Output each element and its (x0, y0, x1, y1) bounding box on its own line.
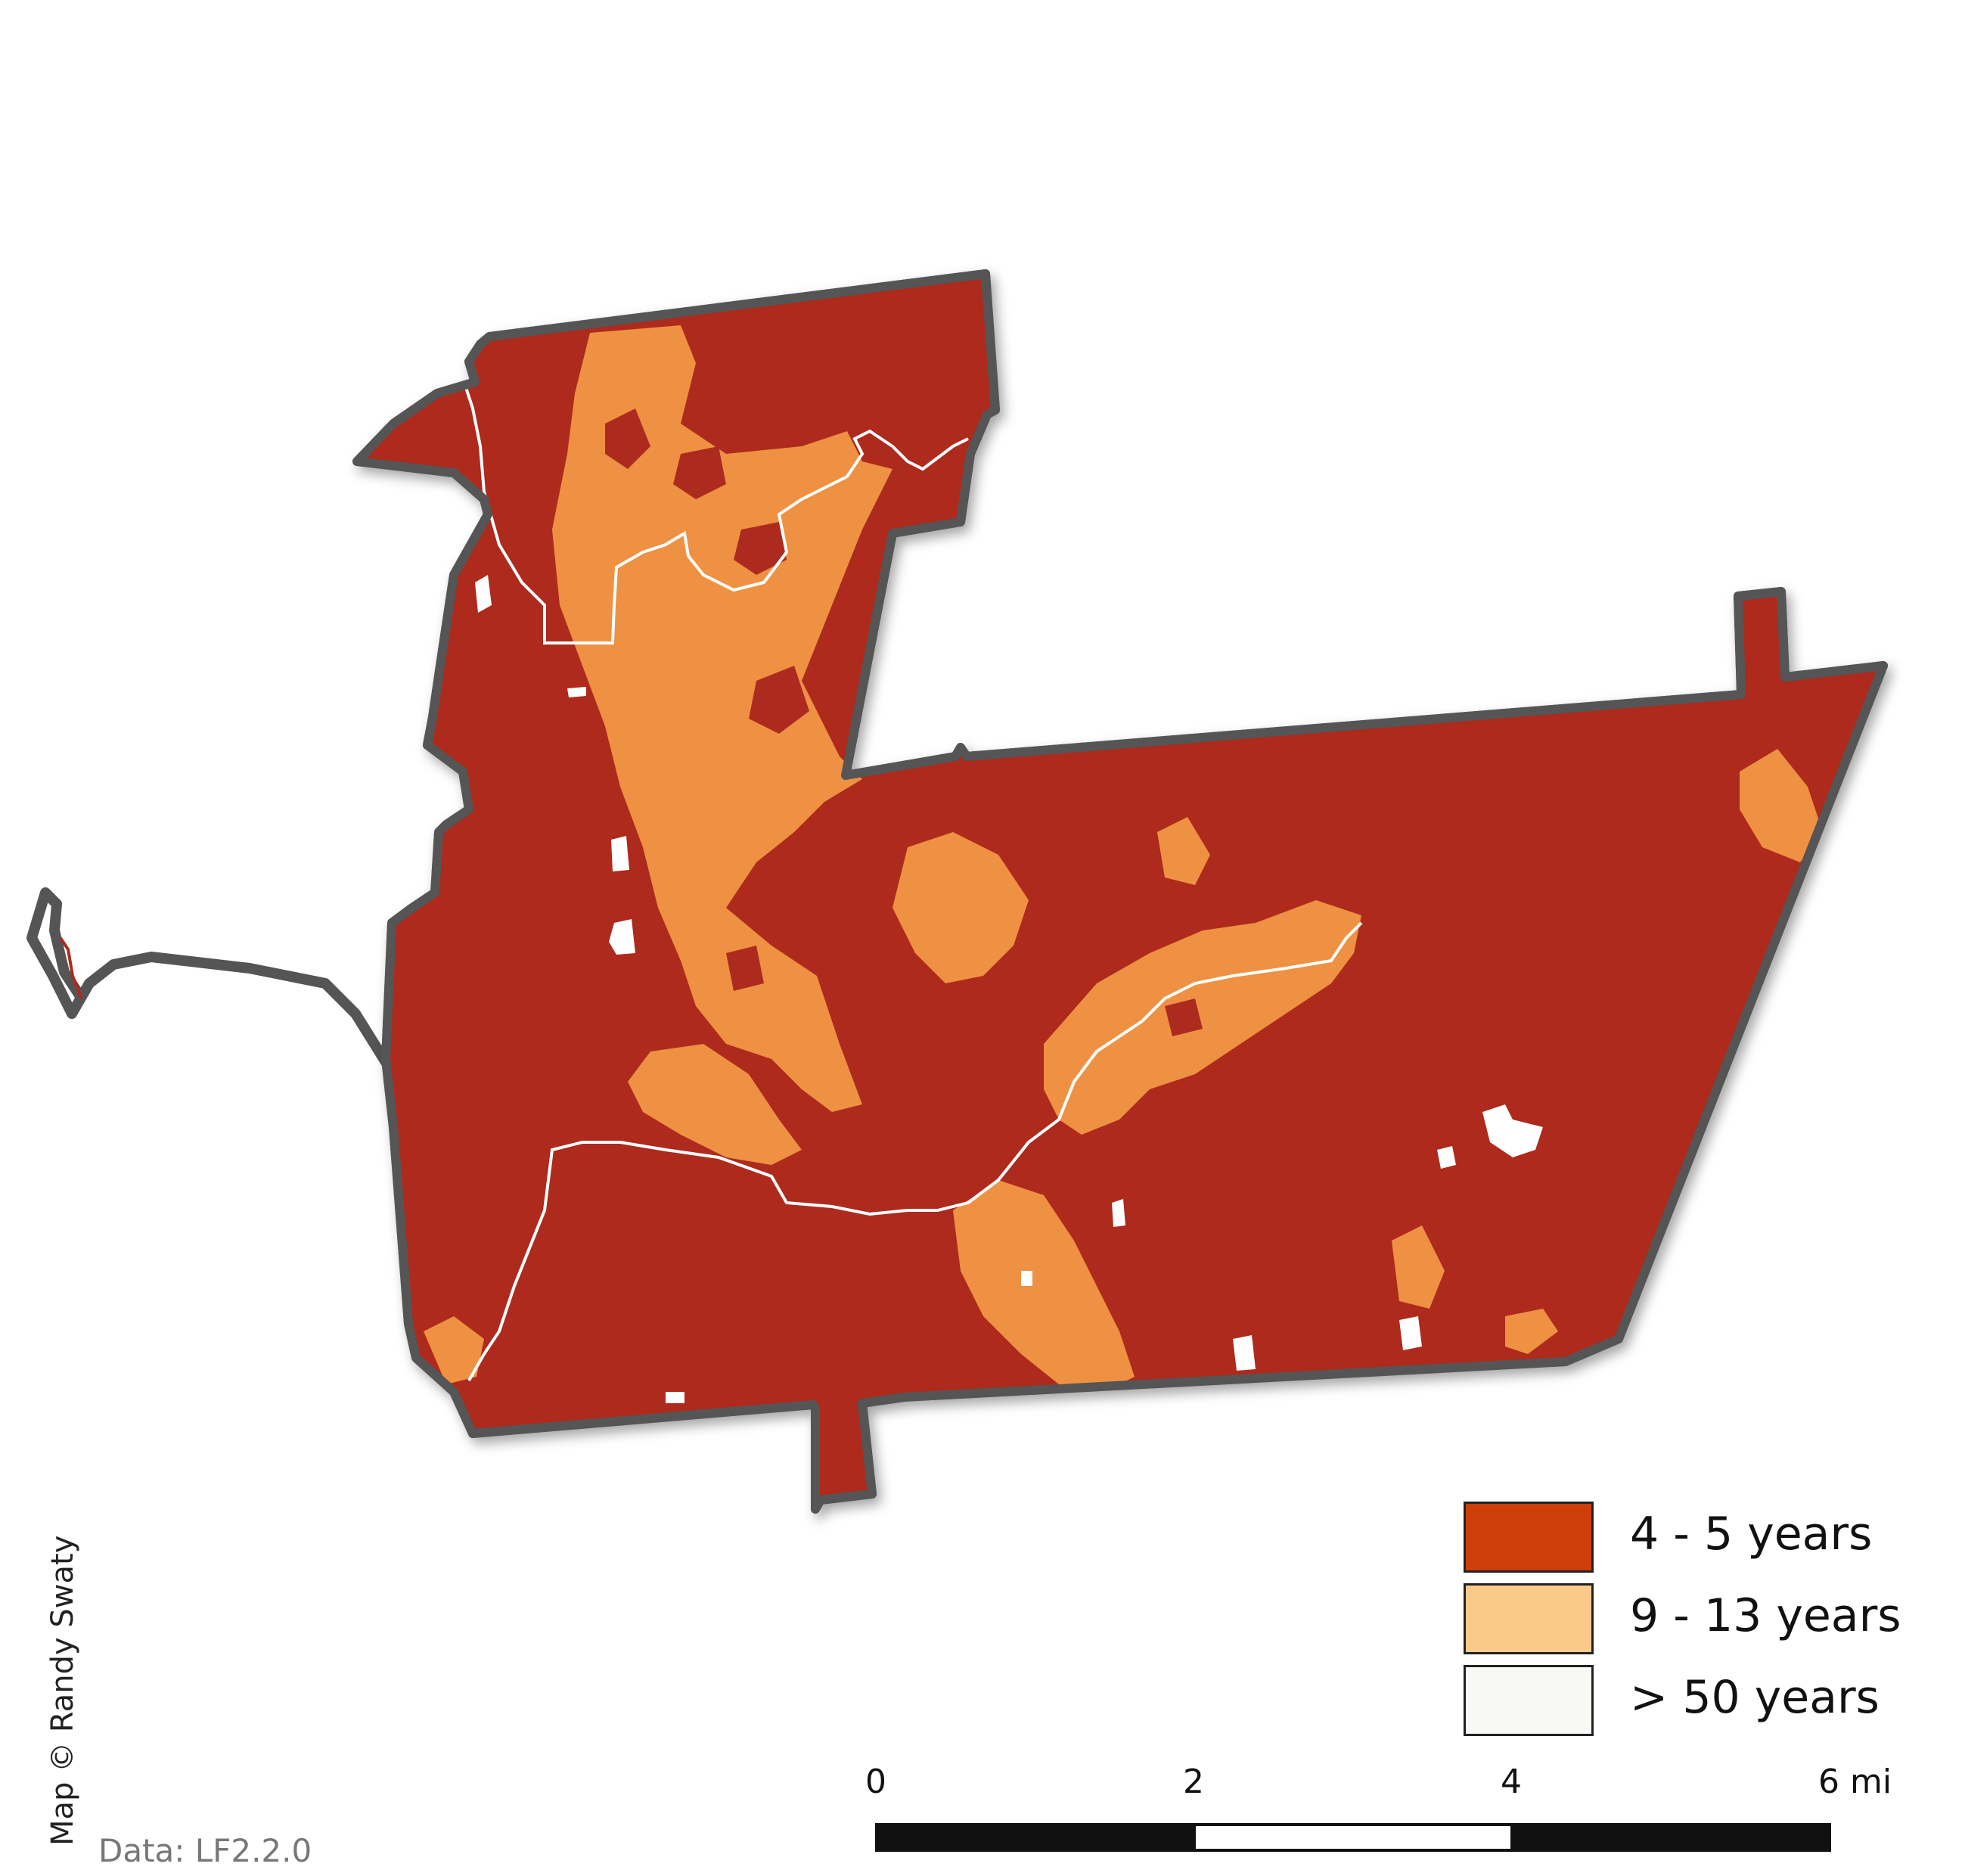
legend-swatch-4-5-years (1464, 1502, 1594, 1573)
scale-segment-2 (1193, 1823, 1513, 1852)
patch-gt50-east-2 (1437, 1146, 1456, 1169)
patch-gt50-west-1 (475, 575, 492, 613)
legend-item-9-13-years: 9 - 13 years (1464, 1583, 1965, 1659)
patch-9-13-south-east-2 (1505, 1309, 1558, 1354)
stream-north (461, 377, 969, 644)
patch-gt50-southeast (1399, 1316, 1422, 1350)
scale-segment-3 (1510, 1823, 1831, 1852)
patch-9-13-southwest (424, 1316, 484, 1384)
scale-tick-0: 0 (865, 1763, 886, 1801)
patch-gt50-center-small (1021, 1271, 1032, 1286)
scale-tick-4: 4 (1501, 1763, 1522, 1801)
legend-label-4-5-years: 4 - 5 years (1630, 1508, 1873, 1561)
data-source: Data: LF2.2.0 (98, 1832, 312, 1869)
fire-regime-patches (424, 325, 1823, 1403)
patch-gt50-south-mid (1112, 1199, 1125, 1227)
western-boundary-tail (26, 887, 398, 1077)
patch-9-13-southeast (1392, 1225, 1445, 1309)
patch-9-13-mid-east (1225, 938, 1301, 1014)
stream-south (467, 921, 1363, 1381)
map-credit: Map © Randy Swaty (45, 1535, 80, 1846)
patch-9-13-east-edge (1740, 749, 1823, 862)
patch-9-13-center-dendritic (892, 832, 1029, 983)
patch-9-13-south-ridge (953, 1180, 1135, 1392)
patch-gt50-west-3 (609, 919, 635, 955)
legend-label-gt-50-years: > 50 years (1630, 1671, 1880, 1724)
legend-item-gt-50-years: > 50 years (1464, 1665, 1965, 1741)
patch-gt50-east-1 (1482, 1104, 1543, 1157)
legend-swatch-gt-50-years (1464, 1665, 1594, 1736)
patch-gt50-west-2 (611, 836, 629, 871)
legend-label-9-13-years: 9 - 13 years (1630, 1589, 1901, 1642)
patch-gt50-south-center (1233, 1335, 1256, 1371)
legend-swatch-9-13-years (1464, 1583, 1594, 1654)
scale-tick-2: 2 (1183, 1763, 1204, 1801)
patch-9-13-south-center (628, 1044, 802, 1165)
legend-item-4-5-years: 4 - 5 years (1464, 1502, 1965, 1577)
scale-tick-end: 6 mi (1818, 1763, 1892, 1801)
patch-gt50-south-west (666, 1392, 684, 1403)
scale-segment-1 (875, 1823, 1196, 1852)
patch-9-13-east-finger (1157, 817, 1210, 885)
patch-gt50-north-west (567, 687, 586, 697)
